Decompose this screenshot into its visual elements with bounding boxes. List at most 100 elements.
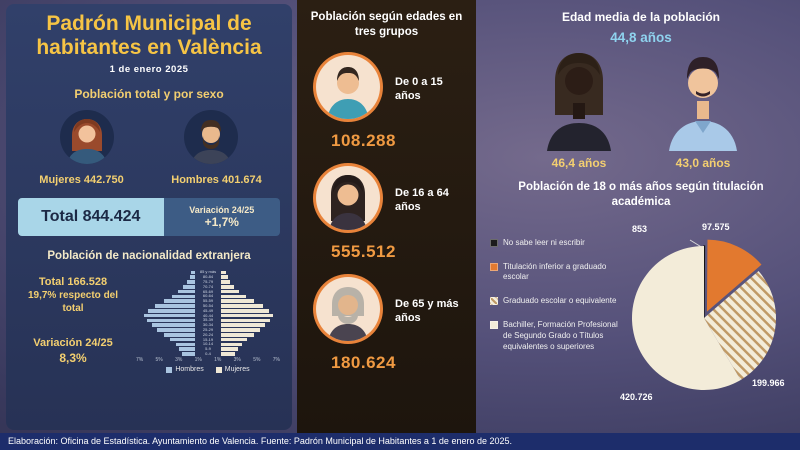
pyramid-legend-hombres: Hombres [166,366,204,374]
pyramid-legend: Hombres Mujeres [132,366,284,373]
age-group-value: 108.288 [331,130,396,150]
population-pyramid-chart: 85 y más 80-84 75-79 70-74 65-69 60-64 55-59 50… [132,268,284,373]
age-group-value: 555.512 [331,241,396,261]
mean-age-female: 46,4 años [551,156,607,170]
pie-legend-item: Titulación inferior a graduado escolar [490,262,618,284]
mujeres-swatch-icon [215,366,222,373]
pie-value-199966: 199.966 [752,377,785,388]
page-title: Padrón Municipal de habitantes en Valènc… [36,12,262,59]
age-group-value: 180.624 [331,352,396,372]
pyramid-row: 75-79 [132,280,284,285]
middle-panel: Población según edades en tres grupos [297,0,476,433]
pyramid-axis-labels: 7% 5% 3% 1% 1% 3% 5% 7% [132,356,284,363]
pie-slice [706,239,762,312]
female-avatar-icon [59,109,115,170]
pyramid-legend-hombres-label: Hombres [175,366,204,374]
age-group-label: De 0 a 15 años [395,76,443,103]
foreign-stats: Total 166.528 19,7% respecto del total V… [14,268,132,373]
pie-legend-label: Bachiller, Formación Profesional de Segu… [503,320,618,351]
age-group-0-15: De 0 a 15 años 108.288 [297,50,476,151]
pyramid-row: 40-44 [132,313,284,318]
pyramid-row: 25-29 [132,328,284,333]
foreign-variation-value: 8,3% [59,351,87,366]
adult-avatar-icon [311,161,385,240]
pie-legend-item: Bachiller, Formación Profesional de Segu… [490,320,618,352]
foreign-section: Total 166.528 19,7% respecto del total V… [14,268,284,373]
source-footer: Elaboración: Oficina de Estadística. Ayu… [0,433,800,450]
pyramid-row: 70-74 [132,284,284,289]
pie-value-853: 853 [632,223,648,234]
pyramid-row: 85 y más [132,270,284,275]
pie-legend: No sabe leer ni escribir Titulación infe… [490,238,618,366]
pyramid-bars: 85 y más 80-84 75-79 70-74 65-69 60-64 55-59 50… [132,270,284,356]
sex-labels-row: Mujeres 442.750 Hombres 401.674 [6,174,292,186]
sex-avatars-row [6,109,292,170]
hombres-swatch-icon [166,366,173,373]
pyramid-axis-tick: 3% [233,357,241,364]
legend-orange-swatch-icon [490,262,498,271]
mean-age-by-sex: 46,4 años 43,0 años [482,156,800,170]
pyramid-row: 45-49 [132,308,284,313]
total-variation-box: Variación 24/25 +1,7% [163,198,280,237]
pyramid-row: 80-84 [132,275,284,280]
pyramid-row: 60-64 [132,294,284,299]
mean-age-busts [482,47,800,156]
total-population-value: Total 844.424 [18,198,164,237]
education-chart-area: No sabe leer ni escribir Titulación infe… [482,214,800,424]
pie-legend-label: Graduado escolar o equivalente [503,296,617,306]
foreign-total: Total 166.528 [38,276,108,289]
mean-age-heading: Edad media de la población [561,10,721,24]
pyramid-row: 0-4 [132,352,284,357]
sex-section-heading: Población total y por sexo [74,87,224,102]
total-population-box: Total 844.424 Variación 24/25 +1,7% [18,198,280,237]
pyramid-row: 20-24 [132,332,284,337]
mean-age-overall: 44,8 años [610,30,672,45]
pie-legend-label: No sabe leer ni escribir [503,237,585,247]
pyramid-row: 50-54 [132,304,284,309]
pyramid-axis-tick: 5% [253,357,261,364]
age-group-65-plus: De 65 y más años 180.624 [297,272,476,373]
pie-value-97575: 97.575 [702,221,730,232]
mean-age-male: 43,0 años [675,156,731,170]
pie-svg [631,239,776,390]
pyramid-legend-mujeres: Mujeres [215,366,250,374]
pyramid-row: 30-34 [132,323,284,328]
age-groups-heading: Población según edades en tres grupos [310,11,463,38]
female-bust-icon [531,47,627,156]
pyramid-axis-tick: 3% [175,357,183,364]
foreign-percent: 19,7% respecto del total [27,290,119,314]
age-group-16-64: De 16 a 64 años 555.512 [297,161,476,262]
pie-slice [703,245,706,318]
right-panel: Edad media de la población 44,8 años [482,0,800,433]
age-group-label: De 16 a 64 años [395,187,449,214]
pie-value-420726: 420.726 [620,391,653,402]
pie-slice [704,270,776,380]
pyramid-row: 55-59 [132,299,284,304]
pyramid-row: 5-9 [132,347,284,352]
pyramid-axis-tick: 1% [214,357,222,364]
pie-legend-item: Graduado escolar o equivalente [490,296,618,307]
female-count-label: Mujeres 442.750 [39,174,124,187]
variation-value: +1,7% [204,215,239,230]
education-pie-chart: 853 97.575 199.966 420.726 [600,222,796,422]
pyramid-row: 10-14 [132,342,284,347]
young-avatar-icon [311,50,385,129]
variation-label: Variación 24/25 [189,205,255,216]
pyramid-axis-tick: 7% [272,357,280,364]
legend-hatch-swatch-icon [490,297,498,306]
pie-legend-label: Titulación inferior a graduado escolar [503,261,607,282]
pyramid-row: 35-39 [132,318,284,323]
senior-avatar-icon [311,272,385,351]
left-panel: Padrón Municipal de habitantes en Valènc… [6,4,292,430]
education-heading: Población de 18 o más años según titulac… [518,181,764,208]
pie-slice [631,245,741,390]
pyramid-legend-mujeres-label: Mujeres [224,366,250,374]
age-group-label: De 65 y más años [395,298,459,325]
pyramid-axis-tick: 7% [136,357,144,364]
pyramid-row: 65-69 [132,289,284,294]
foreign-variation-label: Variación 24/25 [33,337,113,350]
reference-date: 1 de enero 2025 [109,64,189,76]
pyramid-axis-tick: 5% [155,357,163,364]
foreign-section-heading: Población de nacionalidad extranjera [47,250,251,263]
